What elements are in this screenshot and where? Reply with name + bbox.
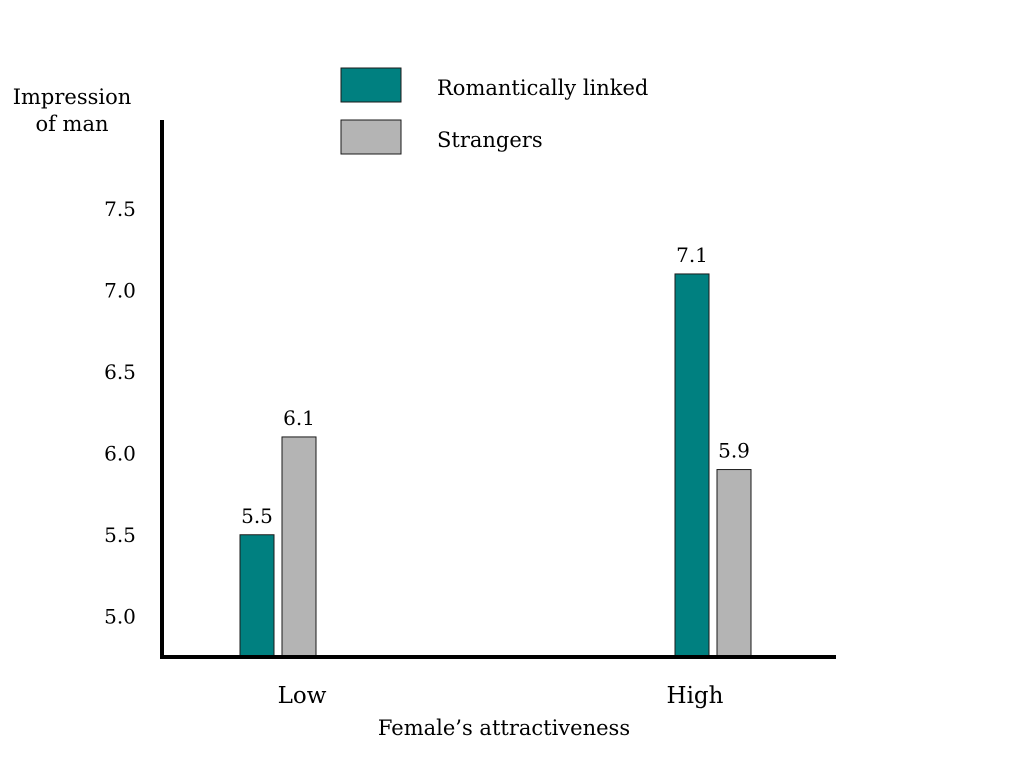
bar-romantically-linked-low <box>239 534 275 658</box>
legend-swatch <box>340 119 402 155</box>
x-category-label: High <box>667 683 724 709</box>
legend-swatch <box>340 67 402 103</box>
y-tick-label: 6.0 <box>104 441 136 465</box>
data-label: 5.9 <box>718 439 750 463</box>
legend: Romantically linked Strangers <box>340 67 648 155</box>
y-tick-label: 5.5 <box>104 523 136 547</box>
y-tick-label: 5.0 <box>104 604 136 628</box>
y-tick-label: 7.5 <box>104 197 136 221</box>
y-axis-ticks: 5.0 5.5 6.0 6.5 7.0 7.5 <box>104 197 136 629</box>
bars <box>239 273 752 658</box>
legend-label: Romantically linked <box>437 76 648 100</box>
x-axis-categories: Low High <box>278 683 724 709</box>
value-labels: 5.5 6.1 7.1 5.9 <box>241 243 750 528</box>
data-label: 7.1 <box>676 243 708 267</box>
bar-strangers-high <box>716 469 752 658</box>
y-axis-label-line: of man <box>35 112 108 136</box>
y-tick-label: 7.0 <box>104 278 136 302</box>
y-axis-label: Impression of man <box>13 85 132 136</box>
y-axis-label-line: Impression <box>13 85 132 109</box>
bar-strangers-low <box>281 436 317 658</box>
data-label: 6.1 <box>283 406 315 430</box>
x-axis-label: Female’s attractiveness <box>378 716 630 740</box>
data-label: 5.5 <box>241 504 273 528</box>
bar-romantically-linked-high <box>674 273 710 658</box>
y-tick-label: 6.5 <box>104 360 136 384</box>
legend-label: Strangers <box>437 128 543 152</box>
x-category-label: Low <box>278 683 327 709</box>
